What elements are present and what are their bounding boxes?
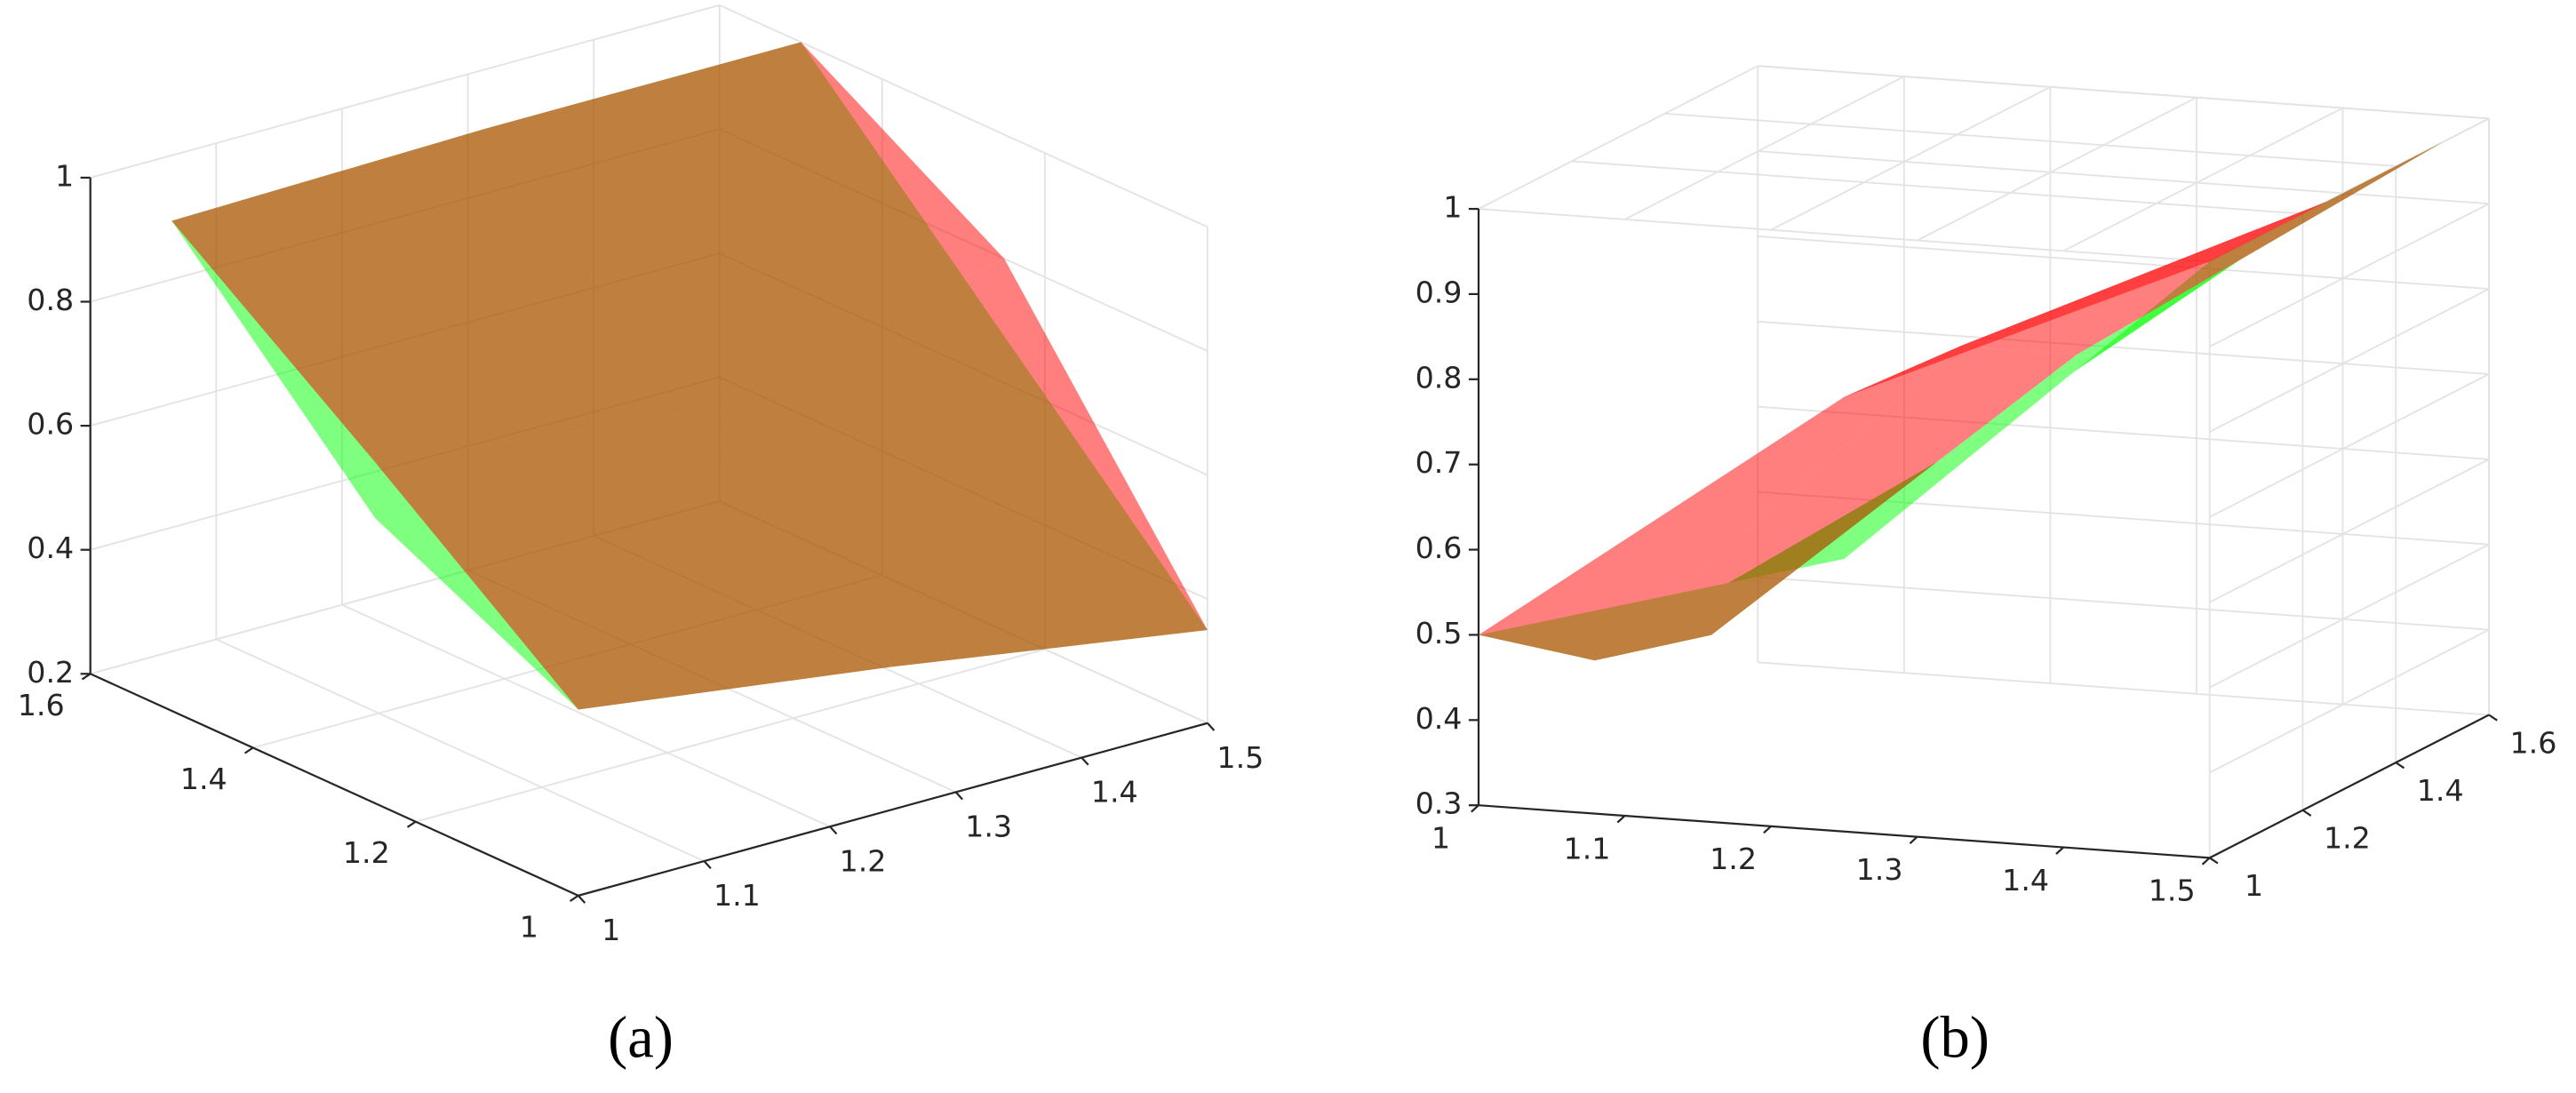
x-tick bbox=[2055, 846, 2064, 855]
panel: 1 1.1 1.2 1.3 1.4 1.5 1 1.2 1.4 1.60.2 0.4 0.6 0.8 1 (… bbox=[18, 4, 1264, 1071]
z-tick-label: 0.4 bbox=[27, 531, 74, 565]
x-tick bbox=[1081, 756, 1089, 766]
z-tick-label: 0.7 bbox=[1416, 445, 1463, 480]
grid-line bbox=[1758, 661, 2490, 716]
x-tick-label: 1.4 bbox=[1091, 775, 1138, 810]
x-tick-label: 1.2 bbox=[840, 843, 887, 878]
surface-patch bbox=[486, 42, 1005, 413]
grid-line bbox=[1770, 86, 2051, 231]
y-tick bbox=[243, 746, 254, 754]
grid-line bbox=[2062, 107, 2343, 252]
z-tick-label: 0.3 bbox=[1416, 786, 1463, 821]
grid-line bbox=[215, 638, 705, 862]
grid-line bbox=[1758, 576, 2490, 631]
x-tick bbox=[954, 791, 963, 801]
y-tick bbox=[569, 894, 579, 902]
grid-line bbox=[1478, 65, 1759, 210]
grid-line bbox=[90, 4, 721, 179]
x-tick-label: 1.1 bbox=[714, 878, 761, 913]
x-tick bbox=[2201, 857, 2211, 866]
grid-line bbox=[1571, 160, 2303, 215]
y-tick-label: 1.6 bbox=[2509, 725, 2556, 760]
x-axis bbox=[1478, 804, 2210, 859]
x-tick-label: 1.2 bbox=[1710, 842, 1757, 876]
x-tick-label: 1.5 bbox=[1216, 740, 1264, 775]
z-tick-label: 0.6 bbox=[1416, 531, 1463, 565]
surface-patch bbox=[1478, 346, 1961, 661]
grid-line bbox=[2209, 288, 2490, 433]
x-tick bbox=[1471, 804, 1479, 813]
x-axis bbox=[578, 722, 1208, 897]
x-tick bbox=[1763, 826, 1772, 834]
grid-line bbox=[415, 648, 1046, 823]
caption: (a) bbox=[608, 1006, 674, 1071]
grid-line bbox=[2209, 373, 2490, 518]
grid-line bbox=[2209, 628, 2490, 774]
x-tick bbox=[1616, 815, 1626, 824]
y-axis bbox=[2209, 714, 2490, 859]
x-tick-label: 1.5 bbox=[2149, 874, 2196, 908]
z-tick-label: 0.8 bbox=[27, 283, 74, 317]
grid-line bbox=[1624, 76, 1905, 220]
grid-line bbox=[1917, 96, 2197, 242]
z-tick-label: 0.4 bbox=[1416, 701, 1463, 736]
y-tick-label: 1 bbox=[520, 909, 538, 944]
grid-line bbox=[2209, 459, 2490, 603]
x-tick-label: 1.4 bbox=[2002, 863, 2049, 898]
y-tick bbox=[2488, 714, 2498, 722]
grid-line bbox=[2209, 203, 2490, 347]
y-tick-label: 1.6 bbox=[18, 688, 65, 722]
y-tick-label: 1.4 bbox=[2417, 773, 2464, 808]
y-tick-label: 1.4 bbox=[180, 762, 227, 796]
grid-line bbox=[2209, 543, 2490, 689]
surface-patch bbox=[1594, 346, 2078, 661]
x-tick-label: 1.3 bbox=[1856, 852, 1903, 887]
grid-line bbox=[1758, 235, 2490, 291]
z-tick-label: 0.8 bbox=[1416, 360, 1463, 395]
caption: (b) bbox=[1920, 1006, 1990, 1071]
y-tick bbox=[2209, 857, 2219, 865]
grid-line bbox=[1758, 150, 2490, 205]
grid-line bbox=[1478, 208, 2210, 263]
grid-line bbox=[341, 603, 831, 828]
z-tick-label: 0.9 bbox=[1416, 275, 1463, 309]
grid-line bbox=[1664, 112, 2397, 167]
y-tick-label: 1 bbox=[2245, 868, 2263, 903]
y-tick-label: 1.2 bbox=[2324, 821, 2371, 856]
x-tick-label: 1.3 bbox=[965, 810, 1012, 844]
grid-line bbox=[1758, 320, 2490, 375]
x-tick-label: 1 bbox=[1432, 821, 1450, 856]
x-tick bbox=[829, 826, 838, 835]
y-tick bbox=[2395, 762, 2405, 770]
x-tick bbox=[1909, 835, 1918, 844]
y-tick bbox=[406, 820, 417, 828]
x-tick bbox=[703, 860, 712, 870]
grid-line bbox=[1758, 65, 2490, 120]
z-tick-label: 0.5 bbox=[1416, 616, 1463, 650]
surface-patch bbox=[171, 128, 690, 463]
x-tick bbox=[577, 895, 586, 904]
x-tick-label: 1 bbox=[602, 913, 620, 947]
z-tick-label: 1 bbox=[1443, 190, 1462, 225]
surface-patch bbox=[1960, 142, 2443, 355]
z-tick-label: 1 bbox=[55, 158, 74, 193]
y-tick bbox=[2301, 809, 2312, 817]
x-tick bbox=[1207, 722, 1216, 731]
z-tick-label: 0.2 bbox=[27, 655, 74, 690]
x-tick-label: 1.1 bbox=[1564, 831, 1611, 866]
y-axis bbox=[90, 673, 579, 897]
y-tick-label: 1.2 bbox=[343, 835, 390, 870]
surface-patch bbox=[375, 412, 893, 710]
z-tick-label: 0.6 bbox=[27, 407, 74, 442]
panel: 1 1.1 1.2 1.3 1.4 1.5 1 1.2 1.4 1.6 0.3 0.4 0.5 0.6 0.… bbox=[1416, 65, 2556, 1071]
surface-patch bbox=[690, 258, 1208, 667]
